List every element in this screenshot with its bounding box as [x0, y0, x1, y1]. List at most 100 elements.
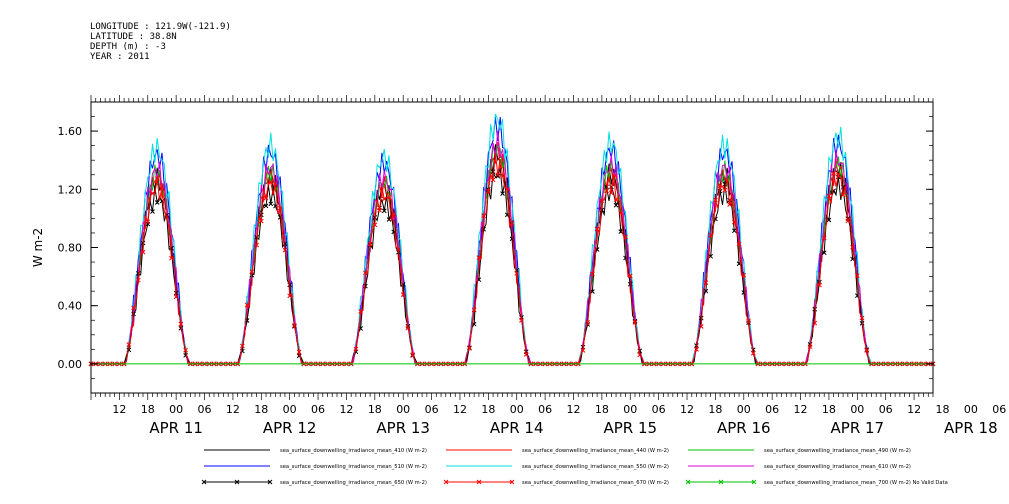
- plot-frame: [90, 101, 934, 394]
- series-point: [254, 234, 259, 240]
- series-point: [481, 213, 486, 219]
- series-point: [296, 349, 302, 355]
- series-point: [367, 241, 373, 247]
- series-line-1: [91, 144, 933, 365]
- legend: sea_surface_downwelling_irradiance_mean_…: [201, 448, 948, 486]
- series-point: [485, 188, 491, 194]
- x-hour-label: 18: [368, 403, 382, 416]
- series-point: [273, 181, 278, 186]
- x-hour-label: 18: [141, 403, 155, 416]
- series-point: [604, 188, 609, 194]
- series-point: [263, 203, 269, 209]
- longitude-label: LONGITUDE : 121.9W(-121.9): [90, 22, 231, 32]
- series-point: [703, 280, 709, 286]
- legend-label: sea_surface_downwelling_irradiance_mean_…: [764, 480, 948, 486]
- series-point: [845, 218, 851, 224]
- series-point: [613, 197, 619, 203]
- series-point: [618, 229, 624, 234]
- series-point: [240, 343, 245, 349]
- x-hour-label: 00: [396, 403, 410, 416]
- series-point: [727, 202, 732, 207]
- series-point: [249, 269, 255, 275]
- series-point: [717, 188, 723, 194]
- series-point: [812, 320, 818, 326]
- series-point: [263, 195, 269, 201]
- x-hour-label: 12: [226, 403, 240, 416]
- legend-label: sea_surface_downwelling_irradiance_mean_…: [764, 448, 911, 454]
- x-hour-label: 12: [680, 403, 694, 416]
- x-hour-label: 06: [652, 403, 666, 416]
- x-hour-label: 06: [198, 403, 212, 416]
- series-point: [623, 234, 628, 240]
- series-point: [731, 228, 737, 234]
- series-point: [386, 217, 392, 222]
- x-hour-label: 00: [169, 403, 183, 416]
- series-point: [523, 352, 529, 357]
- y-tick-label: 1.60: [58, 125, 83, 138]
- series-point: [135, 277, 141, 283]
- legend-label: sea_surface_downwelling_irradiance_mean_…: [522, 464, 669, 470]
- series-point: [826, 193, 832, 199]
- series-point: [859, 320, 865, 326]
- series-point: [864, 348, 870, 353]
- series-point: [169, 255, 174, 261]
- series-point: [154, 176, 160, 181]
- legend-label: sea_surface_downwelling_irradiance_mean_…: [764, 464, 911, 470]
- series-point: [836, 172, 841, 178]
- series-point: [618, 210, 624, 216]
- x-hour-label: 00: [510, 403, 524, 416]
- series-point: [703, 288, 709, 294]
- x-hour-label: 12: [453, 403, 467, 416]
- x-hour-label: 18: [254, 403, 268, 416]
- legend-marker: [509, 479, 515, 485]
- series-point: [150, 190, 155, 196]
- series-point: [590, 289, 595, 294]
- series-point: [396, 246, 401, 252]
- series-point: [476, 255, 482, 260]
- series-point: [244, 302, 250, 308]
- series-point: [514, 271, 520, 276]
- legend-marker: [685, 479, 691, 485]
- series-point: [410, 352, 416, 358]
- series-point: [490, 169, 496, 175]
- series-point: [363, 270, 368, 276]
- series-point: [698, 324, 704, 329]
- series-point: [599, 198, 605, 204]
- series-point: [131, 305, 136, 311]
- x-hour-label: 00: [623, 403, 637, 416]
- series-point: [140, 240, 146, 246]
- series-point: [599, 207, 605, 213]
- series-point: [736, 241, 742, 247]
- x-day-label: APR 15: [603, 419, 657, 437]
- series-point: [831, 171, 837, 176]
- x-day-label: APR 18: [944, 419, 998, 437]
- x-hour-label: 18: [595, 403, 609, 416]
- legend-marker: [201, 479, 207, 485]
- series-point: [500, 191, 505, 196]
- x-hour-label: 18: [481, 403, 495, 416]
- x-hour-label: 06: [992, 403, 1006, 416]
- series-point: [282, 247, 288, 253]
- y-axis-label: W m-2: [31, 228, 45, 267]
- legend-label: sea_surface_downwelling_irradiance_mean_…: [280, 448, 427, 454]
- series-point: [627, 281, 633, 287]
- x-hour-label: 06: [765, 403, 779, 416]
- series-point: [632, 320, 638, 325]
- y-tick-label: 0.40: [58, 300, 83, 313]
- series-point: [698, 315, 704, 321]
- series-point: [504, 186, 510, 192]
- series-point: [817, 282, 822, 288]
- series-point: [254, 242, 259, 248]
- series-point: [746, 318, 751, 324]
- series-point: [741, 272, 747, 278]
- series-point: [580, 348, 586, 353]
- series-point: [850, 244, 855, 250]
- x-hour-label: 18: [708, 403, 722, 416]
- latitude-label: LATITUDE : 38.8N: [90, 32, 177, 42]
- series-point: [381, 208, 387, 214]
- series-point: [173, 294, 179, 300]
- series-point: [713, 197, 718, 203]
- x-hour-label: 12: [794, 403, 808, 416]
- series-point: [495, 173, 501, 179]
- series-point: [821, 235, 827, 241]
